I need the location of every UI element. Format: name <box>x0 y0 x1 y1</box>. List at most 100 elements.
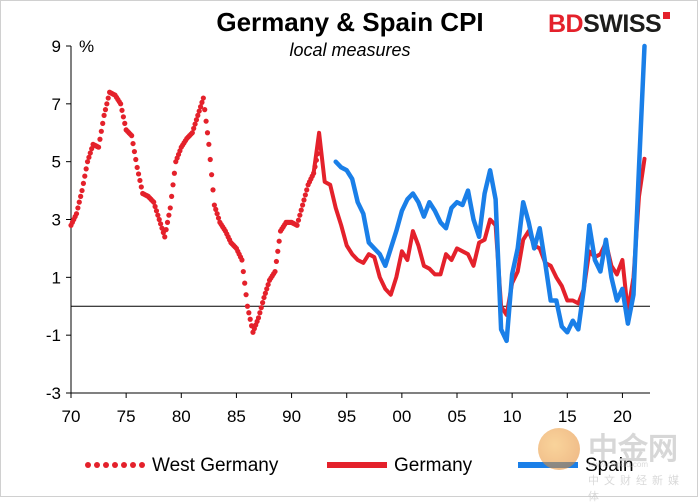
x-tick-label: 75 <box>117 407 136 426</box>
legend-swatch-dot <box>103 462 109 468</box>
data-point-interp <box>275 249 280 254</box>
y-tick-label: -1 <box>46 326 61 345</box>
y-unit-label: % <box>79 37 94 56</box>
data-point <box>162 234 167 239</box>
data-point-interp <box>297 213 302 218</box>
data-point-interp <box>259 305 264 310</box>
data-point-interp <box>257 310 262 315</box>
data-point-interp <box>165 220 170 225</box>
x-tick-label: 95 <box>337 407 356 426</box>
data-point-interp <box>77 200 82 205</box>
data-point-interp <box>133 157 138 162</box>
data-point-interp <box>169 194 174 199</box>
data-point-interp <box>243 292 248 297</box>
legend-swatch-dot <box>121 462 127 468</box>
data-point-interp <box>139 184 144 189</box>
data-point-interp <box>301 197 306 202</box>
data-point <box>256 315 261 320</box>
y-tick-label: 3 <box>52 211 61 230</box>
data-point-interp <box>130 141 135 146</box>
legend-label: West Germany <box>152 455 279 476</box>
x-tick-label: 05 <box>448 407 467 426</box>
data-point-interp <box>104 101 109 106</box>
data-point-interp <box>248 317 253 322</box>
data-point-interp <box>274 259 279 264</box>
y-tick-label: 1 <box>52 268 61 287</box>
data-point-interp <box>82 174 87 179</box>
data-point-interp <box>136 171 141 176</box>
data-point-interp <box>137 178 142 183</box>
legend-swatch-dot <box>139 462 145 468</box>
data-point-interp <box>303 192 308 197</box>
x-tick-label: 90 <box>282 407 301 426</box>
data-point-interp <box>97 137 102 142</box>
legend-swatch-dot <box>94 462 100 468</box>
watermark-url: www.cngold.com <box>588 460 648 469</box>
series-layer <box>68 46 644 341</box>
chart-title: Germany & Spain CPI <box>216 7 483 37</box>
data-point-interp <box>106 95 111 100</box>
y-tick-label: -3 <box>46 384 61 403</box>
data-point-interp <box>202 107 207 112</box>
data-point-interp <box>208 157 213 162</box>
x-tick-label: 10 <box>503 407 522 426</box>
data-point <box>239 257 244 262</box>
data-point <box>135 165 140 170</box>
data-point-interp <box>164 227 169 232</box>
data-point <box>206 142 211 147</box>
data-point-interp <box>132 149 137 154</box>
data-point-interp <box>242 281 247 286</box>
series-spain <box>336 46 645 341</box>
series-west-germany <box>68 90 321 335</box>
data-point-interp <box>100 121 105 126</box>
watermark: 中金网 www.cngold.com 中文财经新媒体 <box>538 424 688 490</box>
y-tick-label: 5 <box>52 153 61 172</box>
data-point-interp <box>204 119 209 124</box>
data-point-interp <box>170 182 175 187</box>
data-point-interp <box>304 187 309 192</box>
data-point-interp <box>296 218 301 223</box>
watermark-sub: 中文财经新媒体 <box>588 472 688 504</box>
x-tick-label: 85 <box>227 407 246 426</box>
y-tick-label: 7 <box>52 95 61 114</box>
data-point-interp <box>260 300 265 305</box>
data-point <box>129 133 134 138</box>
data-point <box>118 101 123 106</box>
x-tick-label: 80 <box>172 407 191 426</box>
data-point-interp <box>205 130 210 135</box>
data-point-interp <box>75 205 80 210</box>
x-tick-label: 00 <box>392 407 411 426</box>
series-line-spain <box>336 46 645 341</box>
data-point <box>96 145 101 150</box>
data-point-interp <box>78 194 83 199</box>
data-point-interp <box>103 107 108 112</box>
data-point <box>79 188 84 193</box>
data-point-interp <box>241 269 246 274</box>
data-point-interp <box>81 181 86 186</box>
data-point-interp <box>122 121 127 126</box>
data-point <box>201 95 206 100</box>
legend-swatch-dot <box>112 462 118 468</box>
data-point-interp <box>277 239 282 244</box>
data-point-interp <box>210 187 215 192</box>
data-point-interp <box>209 172 214 177</box>
x-tick-label: 70 <box>62 407 81 426</box>
data-point <box>300 202 305 207</box>
data-point <box>74 211 79 216</box>
data-point <box>168 205 173 210</box>
chart-subtitle: local measures <box>289 40 410 60</box>
data-point-interp <box>299 208 304 213</box>
legend-item-west-germany: West Germany <box>85 455 279 476</box>
data-point-interp <box>166 213 171 218</box>
data-point-interp <box>99 129 104 134</box>
legend-swatch-dot <box>130 462 136 468</box>
data-point-interp <box>84 166 89 171</box>
y-tick-label: 9 <box>52 37 61 56</box>
legend-item-germany: Germany <box>327 455 473 476</box>
data-point-interp <box>119 108 124 113</box>
data-point <box>294 223 299 228</box>
data-point-interp <box>172 171 177 176</box>
data-point <box>272 269 277 274</box>
data-point <box>245 304 250 309</box>
